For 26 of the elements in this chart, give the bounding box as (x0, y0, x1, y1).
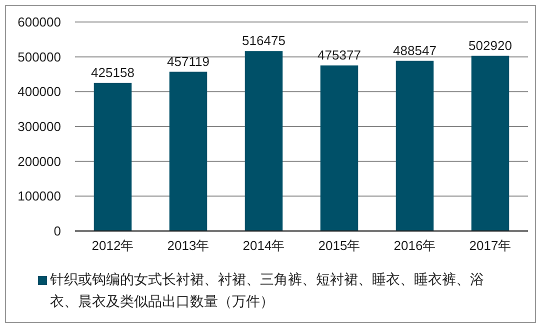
y-tick-label: 200000 (18, 154, 61, 169)
bar (396, 60, 434, 231)
y-tick-label: 600000 (18, 14, 61, 30)
bar (244, 51, 283, 231)
x-tick-label: 2012年 (92, 238, 134, 253)
y-tick-label: 400000 (18, 84, 61, 100)
x-tick-label: 2013年 (167, 238, 210, 253)
x-tick-label: 2016年 (394, 238, 436, 253)
x-tick-label: 2014年 (242, 238, 285, 253)
bar (169, 72, 208, 231)
y-tick-label: 500000 (18, 49, 61, 64)
data-label: 475377 (318, 47, 361, 62)
x-tick-label: 2015年 (318, 238, 360, 253)
y-tick-label: 300000 (18, 119, 61, 134)
y-tick-label: 100000 (18, 188, 61, 204)
data-label: 502920 (468, 38, 512, 53)
x-tick-label: 2017年 (469, 238, 512, 253)
data-label: 457119 (167, 54, 210, 69)
data-label: 516475 (242, 33, 286, 48)
legend-label: 针织或钩编的女式长衬裙、衬裙、三角裤、短衬裙、睡衣、睡衣裤、浴衣、晨衣及类似品出口数量（万件） (50, 270, 485, 311)
data-label: 425158 (91, 64, 134, 80)
bar (94, 82, 132, 231)
bar (320, 65, 358, 231)
bar (471, 56, 510, 231)
data-label: 488547 (393, 42, 436, 58)
y-tick-label: 0 (54, 224, 61, 238)
